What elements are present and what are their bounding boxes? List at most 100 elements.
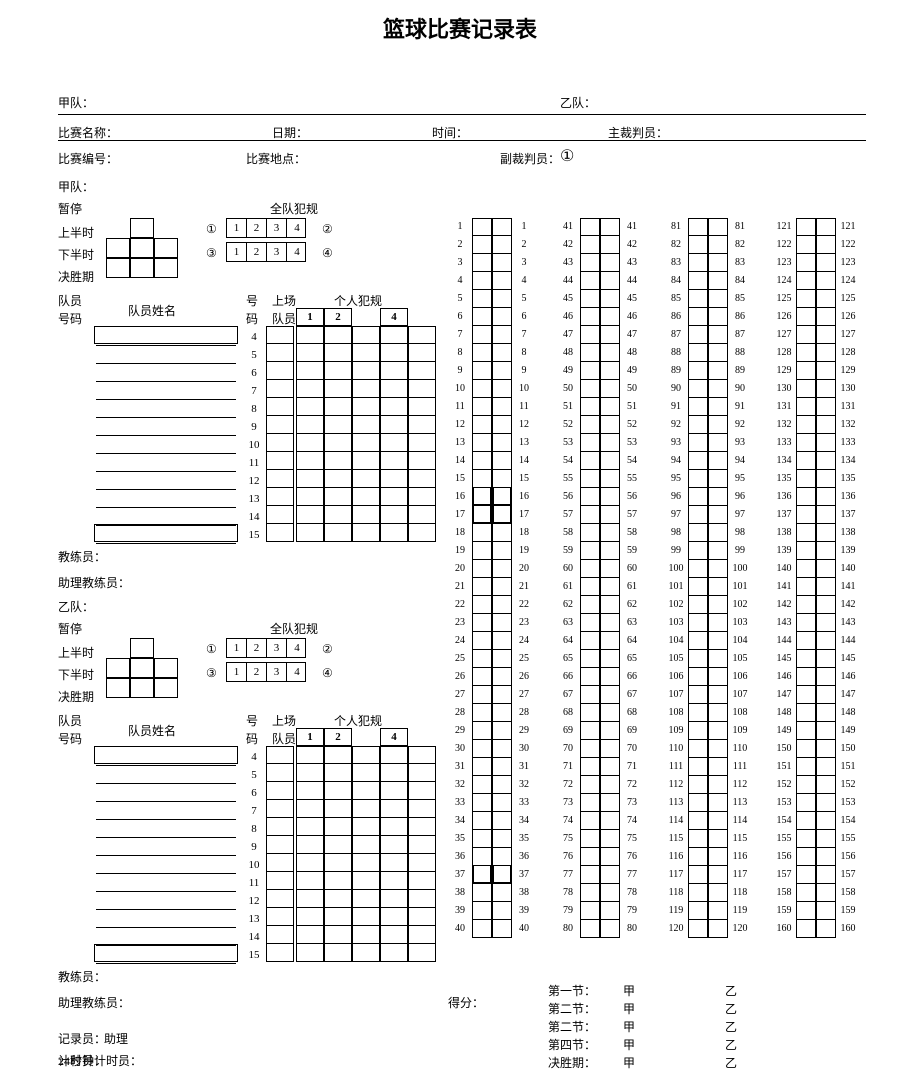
score-label-left: 97	[664, 506, 688, 524]
asst-label: 助理	[104, 1030, 128, 1047]
score-label-left: 24	[448, 632, 472, 650]
teamB-label: 乙队：	[560, 94, 596, 111]
score-label-left: 37	[448, 866, 472, 884]
pf-col-b5	[408, 746, 436, 962]
score-label-left: 20	[448, 560, 472, 578]
foul-cell	[352, 746, 380, 764]
score-label-right: 63	[620, 614, 644, 632]
score-cell	[580, 758, 600, 776]
player-name-line	[96, 856, 236, 874]
score-cell	[492, 326, 512, 344]
score-label-right: 1	[512, 218, 536, 236]
coach-label-a: 教练员：	[58, 548, 106, 565]
score-cell	[472, 254, 492, 272]
score-label-left: 78	[556, 884, 580, 902]
score-cell	[688, 290, 708, 308]
score-cell	[580, 326, 600, 344]
score-label-right: 121	[836, 218, 860, 236]
score-cell	[816, 398, 836, 416]
score-cell	[580, 344, 600, 362]
score-cell	[816, 290, 836, 308]
score-label-right: 107	[728, 686, 752, 704]
score-cell	[688, 362, 708, 380]
score-label-left: 2	[448, 236, 472, 254]
foul-cell	[352, 908, 380, 926]
foul-cell	[352, 944, 380, 962]
foul-cell	[380, 506, 408, 524]
player-name-line	[96, 346, 236, 364]
score-label-right: 96	[728, 488, 752, 506]
score-cell	[796, 668, 816, 686]
score-cell	[600, 830, 620, 848]
foul-cell	[408, 764, 436, 782]
score-label-right: 134	[836, 452, 860, 470]
score-cell	[796, 830, 816, 848]
score-label-right: 13	[512, 434, 536, 452]
score-cell	[796, 776, 816, 794]
score-cell	[472, 632, 492, 650]
score-label-right: 18	[512, 524, 536, 542]
score-label-right: 106	[728, 668, 752, 686]
foul-cell	[296, 746, 324, 764]
foul-cell	[380, 818, 408, 836]
score-label-left: 80	[556, 920, 580, 938]
score-cell	[796, 812, 816, 830]
foul-cell	[352, 836, 380, 854]
score-cell	[472, 560, 492, 578]
score-cell	[816, 488, 836, 506]
tf-grid-b1: 1 2 3 4	[226, 638, 306, 658]
score-label-right: 140	[836, 560, 860, 578]
score-label-left: 6	[448, 308, 472, 326]
score-cell	[796, 920, 816, 938]
score-cell	[472, 812, 492, 830]
oncourt-cell	[266, 908, 294, 926]
score-cell	[600, 254, 620, 272]
score-cell	[796, 884, 816, 902]
score-cell	[472, 236, 492, 254]
score-label-right: 113	[728, 794, 752, 812]
pf-label-b: 个人犯规	[334, 712, 382, 729]
score-label-left: 15	[448, 470, 472, 488]
score-label-right: 28	[512, 704, 536, 722]
score-cell	[816, 776, 836, 794]
score-cell	[796, 758, 816, 776]
player-name-line	[96, 436, 236, 454]
foul-cell	[324, 872, 352, 890]
score-cell	[796, 902, 816, 920]
score-label-left: 33	[448, 794, 472, 812]
score-cell	[472, 686, 492, 704]
score-cell	[580, 398, 600, 416]
score-label-left: 101	[664, 578, 688, 596]
score-cell	[816, 794, 836, 812]
score-cell	[688, 920, 708, 938]
score-cell	[708, 866, 728, 884]
score-label-left: 48	[556, 344, 580, 362]
score-label-left: 109	[664, 722, 688, 740]
score-cell	[600, 776, 620, 794]
foul-cell	[380, 470, 408, 488]
score-cell	[600, 506, 620, 524]
score-label-right: 43	[620, 254, 644, 272]
score-cell	[472, 542, 492, 560]
score-label-left: 92	[664, 416, 688, 434]
score-cell	[688, 704, 708, 722]
oncourt-cell	[266, 836, 294, 854]
second-half-a: 下半时	[58, 246, 94, 263]
oncourt-cell	[266, 452, 294, 470]
score-cell	[708, 506, 728, 524]
score-label-left: 58	[556, 524, 580, 542]
score-label-left: 77	[556, 866, 580, 884]
foul-cell	[324, 506, 352, 524]
jersey-number: 7	[244, 382, 264, 400]
score-cell	[472, 398, 492, 416]
score-cell	[796, 866, 816, 884]
score-cell	[600, 362, 620, 380]
score-column	[472, 218, 492, 938]
score-label-right: 97	[728, 506, 752, 524]
player-name-line	[96, 454, 236, 472]
score-cell	[816, 650, 836, 668]
score-cell	[600, 740, 620, 758]
score-cell	[816, 884, 836, 902]
score-label-right: 137	[836, 506, 860, 524]
score-label-left: 90	[664, 380, 688, 398]
